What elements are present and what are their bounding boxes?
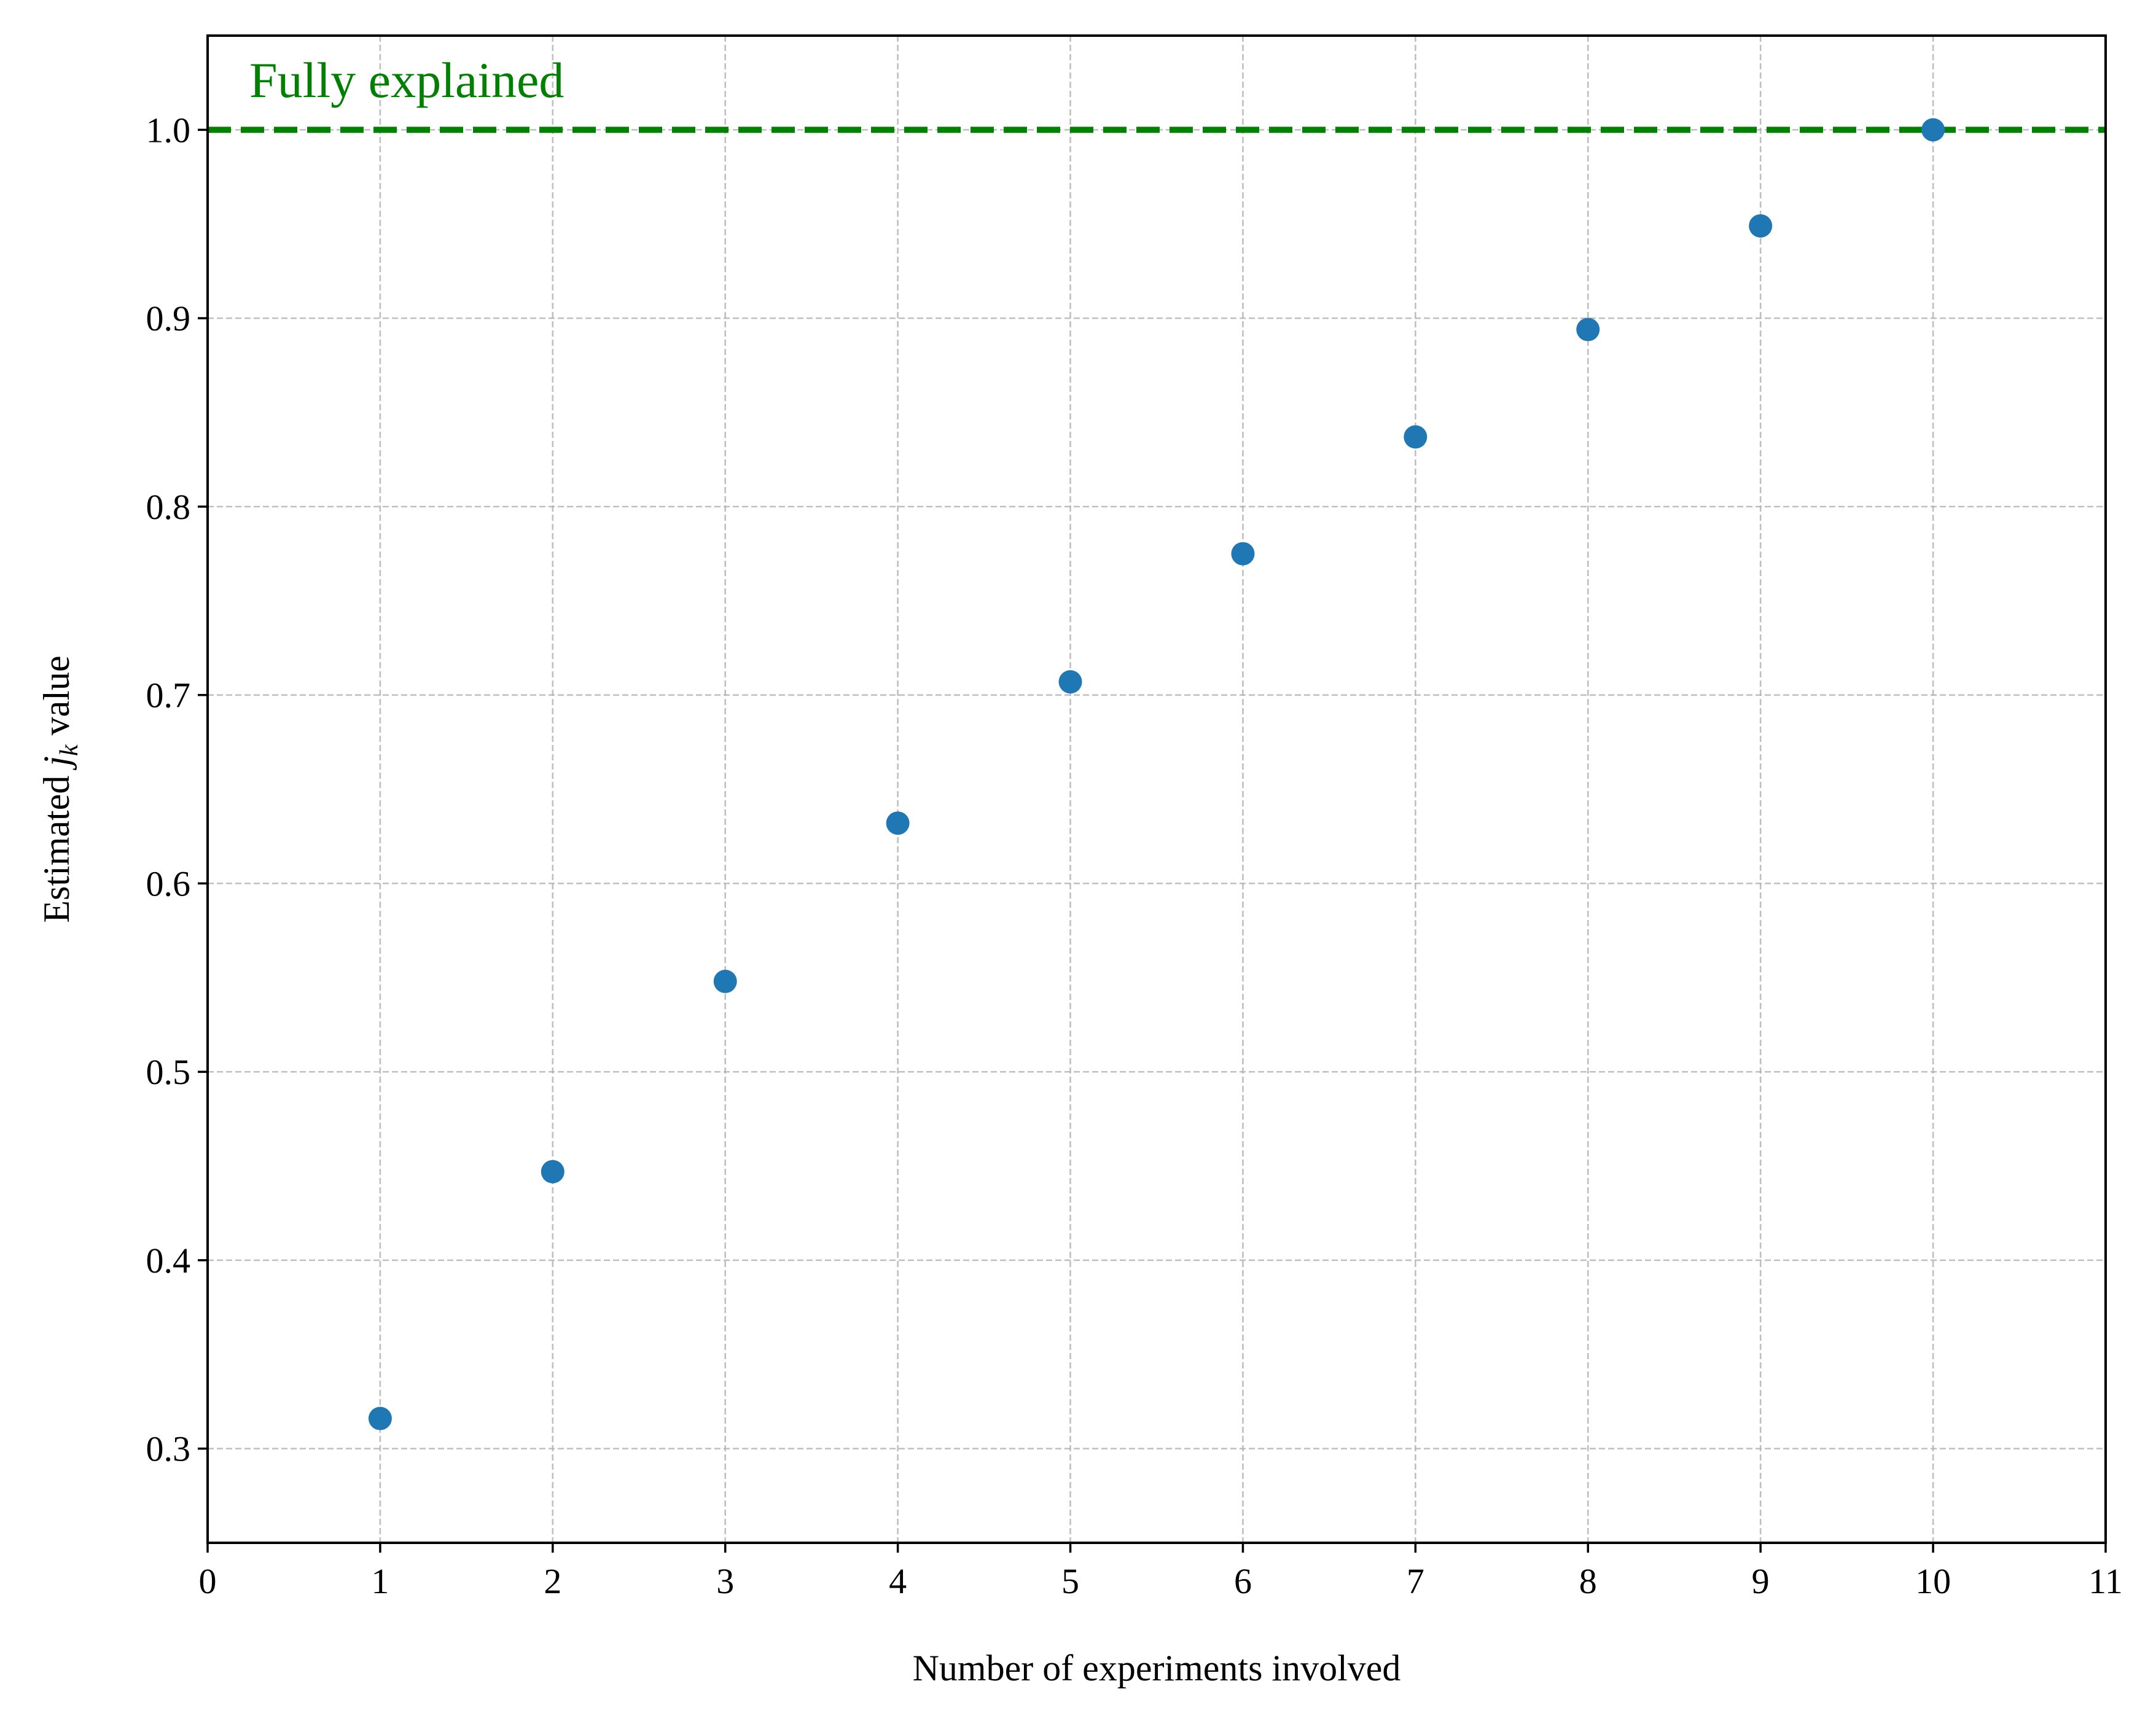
fully-explained-annotation: Fully explained [249, 52, 564, 108]
y-axis-label: Estimated jk value [36, 655, 84, 922]
y-tick-label: 0.3 [146, 1429, 191, 1469]
x-tick-label: 5 [1061, 1561, 1079, 1601]
data-point [1404, 425, 1428, 449]
y-tick-label: 0.5 [146, 1052, 191, 1092]
x-tick-label: 8 [1579, 1561, 1597, 1601]
y-axis-label-group: Estimated jk value [36, 655, 84, 922]
x-axis-label: Number of experiments involved [913, 1648, 1401, 1688]
axes [198, 34, 2107, 1553]
x-tick-label: 0 [199, 1561, 217, 1601]
data-point [368, 1406, 392, 1430]
y-tick-label: 1.0 [146, 110, 191, 150]
y-axis-label-prefix: Estimated [36, 766, 77, 923]
data-point [541, 1160, 564, 1184]
data-point [1749, 214, 1773, 238]
x-tick-label: 10 [1915, 1561, 1951, 1601]
data-point [1576, 318, 1600, 341]
y-tick-label: 0.8 [146, 487, 191, 527]
x-tick-label: 6 [1234, 1561, 1252, 1601]
labels: 0 1 2 3 4 5 6 7 8 9 10 11 0.3 0.4 0.5 0.6 0.7 0.8 0.9 1.0 Nu… [36, 52, 2123, 1688]
grid [206, 36, 2107, 1543]
data-point [1921, 118, 1945, 142]
data-points [368, 118, 1945, 1430]
plot-frame [206, 34, 2107, 1544]
x-tick-label: 1 [371, 1561, 389, 1601]
x-tick-label: 2 [544, 1561, 561, 1601]
data-point [1058, 670, 1082, 694]
y-tick-label: 0.9 [146, 298, 191, 338]
x-tick-label: 4 [889, 1561, 907, 1601]
x-tick-label: 7 [1407, 1561, 1424, 1601]
y-tick-label: 0.7 [146, 676, 191, 716]
data-point [886, 811, 910, 835]
data-point [713, 969, 737, 993]
y-tick-label: 0.4 [146, 1241, 191, 1281]
data-point [1231, 542, 1255, 566]
x-tick-label: 11 [2088, 1561, 2123, 1601]
x-tick-label: 9 [1752, 1561, 1770, 1601]
y-axis-label-subscript: k [55, 744, 84, 756]
y-axis-label-suffix: value [36, 655, 77, 744]
y-tick-label: 0.6 [146, 864, 191, 903]
x-tick-label: 3 [716, 1561, 734, 1601]
